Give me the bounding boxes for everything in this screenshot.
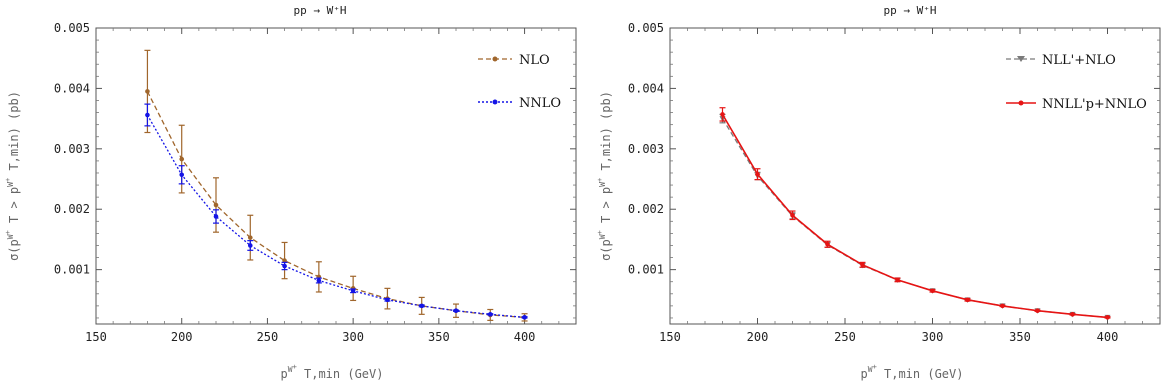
data-point (213, 202, 219, 208)
svg-text:pW+ T,min (GeV): pW+ T,min (GeV) (281, 363, 384, 381)
data-point (965, 297, 970, 303)
left-plot-frame (95, 27, 577, 325)
right-panel: pp → W⁺H 150 200 250 300 350 400 0.001 0.002 0.… (596, 4, 1161, 381)
left-chart-title: pp → W⁺H (294, 4, 347, 17)
data-point (1000, 303, 1005, 309)
series-line (146, 114, 525, 319)
svg-text:pW+ T,min (GeV): pW+ T,min (GeV) (861, 363, 964, 381)
svg-text:σ(pW+ T > pW+ T,min) (pb): σ(pW+ T > pW+ T,min) (pb) (596, 91, 613, 261)
data-point (247, 243, 253, 248)
series-0 (144, 49, 528, 322)
data-point (930, 288, 935, 294)
left-legend: NLO NNLO (478, 53, 561, 111)
data-point (179, 172, 185, 178)
x-tick-label: 200 (171, 330, 193, 344)
data-point (247, 235, 253, 240)
legend-nll-marker (1017, 56, 1025, 62)
data-point (316, 278, 322, 283)
left-panel: pp → W⁺H 150 200 250 300 350 400 0.001 0.002 0.… (4, 4, 577, 381)
data-point (860, 262, 865, 268)
data-point (419, 303, 425, 309)
series-line (721, 118, 1108, 319)
x-tick-label: 350 (428, 330, 450, 344)
y-tick-label: 0.005 (54, 21, 90, 35)
legend-nnlo-marker (492, 99, 498, 105)
y-tick-label: 0.003 (628, 142, 664, 156)
x-tick-label: 150 (659, 330, 681, 344)
legend-nlo-marker (492, 56, 498, 62)
x-tick-label: 300 (342, 330, 364, 344)
data-point (385, 297, 390, 303)
right-y-axis-label: σ(pW+ T > pW+ T,min) (pb) (596, 91, 613, 261)
legend-nlo-label: NLO (519, 53, 550, 68)
series-0 (719, 113, 1111, 321)
right-x-axis-label: pW+ T,min (GeV) (861, 363, 964, 381)
x-tick-label: 150 (85, 330, 107, 344)
svg-text:σ(pW+ T > pW+ T,min) (pb): σ(pW+ T > pW+ T,min) (pb) (4, 91, 21, 261)
x-tick-label: 250 (834, 330, 856, 344)
data-point (179, 156, 185, 162)
x-tick-label: 200 (747, 330, 769, 344)
left-y-axis-label: σ(pW+ T > pW+ T,min) (pb) (4, 91, 21, 261)
y-tick-label: 0.004 (628, 81, 664, 95)
y-tick-label: 0.002 (54, 202, 90, 216)
series-line (146, 91, 525, 319)
x-tick-label: 400 (514, 330, 536, 344)
data-point (1070, 312, 1075, 317)
data-point (453, 308, 459, 314)
data-point (487, 312, 493, 317)
y-tick-label: 0.003 (54, 142, 90, 156)
data-point (282, 263, 287, 269)
data-point (755, 171, 760, 177)
data-point (145, 89, 150, 94)
y-tick-label: 0.001 (628, 263, 664, 277)
series-line (721, 113, 1108, 319)
y-tick-label: 0.004 (54, 81, 90, 95)
data-point (720, 112, 725, 117)
x-tick-label: 300 (922, 330, 944, 344)
right-legend: NLL'+NLO NNLL'p+NNLO (1006, 53, 1147, 112)
data-point (522, 315, 527, 320)
x-tick-label: 350 (1009, 330, 1031, 344)
data-point (895, 277, 900, 283)
y-tick-label: 0.001 (54, 263, 90, 277)
right-chart-title: pp → W⁺H (884, 4, 937, 17)
series-1 (144, 103, 528, 320)
legend-nnlo-label: NNLO (519, 96, 561, 111)
data-point (282, 258, 287, 263)
data-point (145, 112, 150, 118)
data-point (825, 241, 830, 247)
data-point (213, 214, 219, 219)
x-tick-label: 250 (257, 330, 279, 344)
legend-nnll-label: NNLL'p+NNLO (1042, 97, 1147, 112)
y-tick-label: 0.002 (628, 202, 664, 216)
data-point (1105, 315, 1110, 320)
y-tick-label: 0.005 (628, 21, 664, 35)
series-1 (719, 107, 1111, 320)
legend-nll-label: NLL'+NLO (1042, 53, 1116, 68)
x-tick-label: 400 (1097, 330, 1119, 344)
data-point (790, 212, 795, 218)
right-plot-frame (669, 27, 1161, 325)
data-point (1035, 308, 1040, 314)
data-point (350, 288, 356, 294)
legend-nnll-marker (1018, 100, 1024, 106)
left-x-axis-label: pW+ T,min (GeV) (281, 363, 384, 381)
